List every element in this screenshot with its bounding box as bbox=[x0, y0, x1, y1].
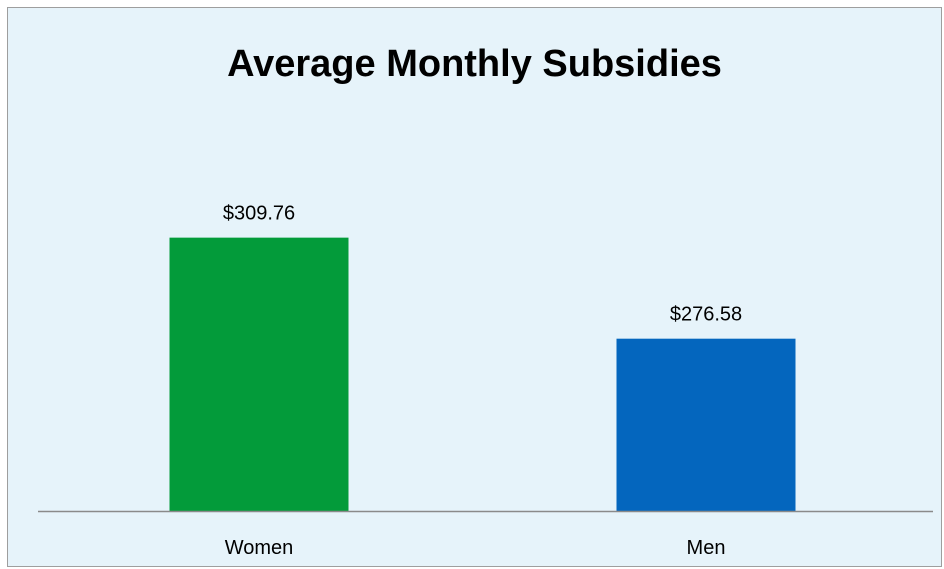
x-tick-label-women: Women bbox=[225, 537, 294, 559]
data-label-men: $276.58 bbox=[670, 304, 742, 326]
bar-chart: $309.76 Women $276.58 Men bbox=[38, 203, 933, 559]
bar-women bbox=[169, 237, 349, 511]
data-label-women: $309.76 bbox=[223, 203, 295, 225]
x-tick-label-men: Men bbox=[687, 537, 726, 559]
bar-men bbox=[616, 338, 796, 511]
chart-frame: Average Monthly Subsidies $309.76 Women $2… bbox=[7, 7, 942, 567]
chart-title: Average Monthly Subsidies bbox=[227, 43, 722, 85]
